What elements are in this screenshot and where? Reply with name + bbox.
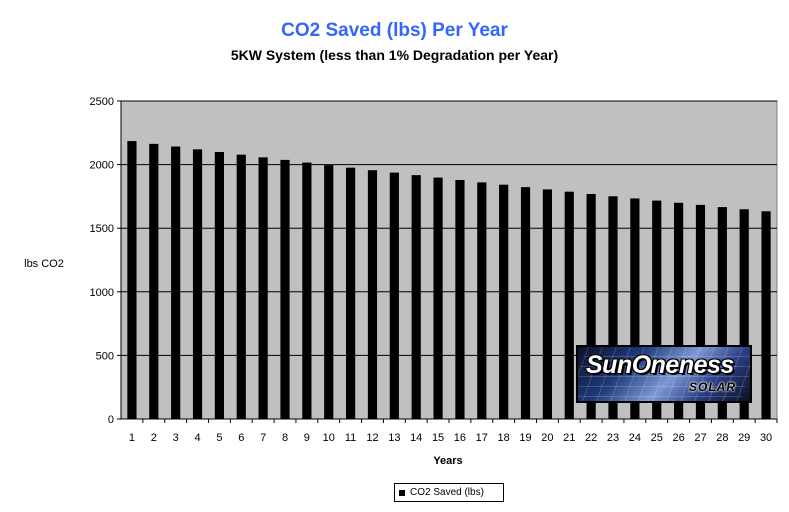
y-tick-label: 2500 [90,96,114,108]
y-tick-label: 500 [96,350,114,362]
x-tick-label: 3 [173,432,179,444]
bar [324,165,334,419]
x-tick-label: 10 [323,432,335,444]
bar [411,175,421,419]
x-tick-label: 7 [260,432,266,444]
x-tick-label: 15 [432,432,444,444]
x-tick-label: 28 [716,432,728,444]
x-tick-label: 27 [694,432,706,444]
y-tick-label: 1500 [90,223,114,235]
x-tick-label: 22 [585,432,597,444]
x-tick-label: 1 [129,432,135,444]
x-tick-label: 25 [651,432,663,444]
bar [477,182,487,419]
bar [302,162,312,419]
y-tick-labels: 0 500 1000 1500 2000 2500 [90,96,114,426]
bar [520,187,531,419]
x-tick-label: 11 [345,432,356,444]
x-tick-label: 12 [366,432,378,444]
logo-text: SunOneness [586,351,734,379]
x-tick-label: 20 [541,432,553,444]
bar [433,177,443,419]
bar [149,143,159,419]
y-tick-label: 2000 [90,160,114,172]
y-tick-label: 0 [108,414,114,426]
bar [389,172,399,419]
x-tick-label: 30 [760,432,772,444]
bar [739,209,749,419]
bar [717,207,727,419]
x-axis-label: Years [433,455,462,467]
x-tick-label: 21 [563,432,575,444]
x-tick-label: 16 [454,432,466,444]
chart-subtitle: 5KW System (less than 1% Degradation per… [230,47,559,63]
bar [499,184,509,419]
bars [127,141,771,419]
axes [117,100,778,423]
y-axis-label: lbs CO2 [24,258,64,270]
bar [346,167,356,419]
x-tick-labels: 1 2 3 4 5 6 7 8 9 10 11 12 13 14 15 16 17 18 19 20 21 22 23 24 2… [129,432,772,444]
bar [127,141,137,419]
bar [674,202,684,419]
logo-subtext: SOLAR [689,380,736,394]
x-tick-label: 14 [410,432,422,444]
x-tick-label: 2 [151,432,157,444]
x-tick-label: 23 [607,432,619,444]
bar [171,146,181,419]
bar [630,198,640,419]
x-tick-label: 4 [194,432,200,444]
x-tick-label: 17 [476,432,488,444]
chart-title: CO2 Saved (lbs) Per Year [281,20,508,41]
legend-swatch [399,489,405,496]
x-tick-label: 5 [216,432,222,444]
bar [695,204,706,419]
bar [280,159,290,419]
x-tick-label: 8 [282,432,288,444]
bar [586,193,596,419]
y-tick-label: 1000 [90,287,114,299]
bar [214,152,224,419]
bar [652,200,662,419]
x-tick-label: 26 [672,432,684,444]
legend-label: CO2 Saved (lbs) [410,487,484,498]
x-tick-label: 9 [304,432,310,444]
sunoneness-solar-logo: SunOneness SOLAR [576,345,752,403]
bar [367,170,378,419]
bar [258,157,268,419]
x-tick-label: 6 [238,432,244,444]
chart-legend: CO2 Saved (lbs) [394,483,504,502]
bar [236,154,246,419]
bar [608,196,618,419]
x-tick-label: 18 [498,432,510,444]
bar [761,211,771,419]
bar [542,189,552,419]
bar [564,191,574,419]
bar [455,179,465,419]
x-tick-label: 19 [519,432,531,444]
bar [192,149,203,419]
x-tick-label: 24 [629,432,641,444]
x-tick-label: 29 [738,432,750,444]
x-tick-label: 13 [388,432,400,444]
